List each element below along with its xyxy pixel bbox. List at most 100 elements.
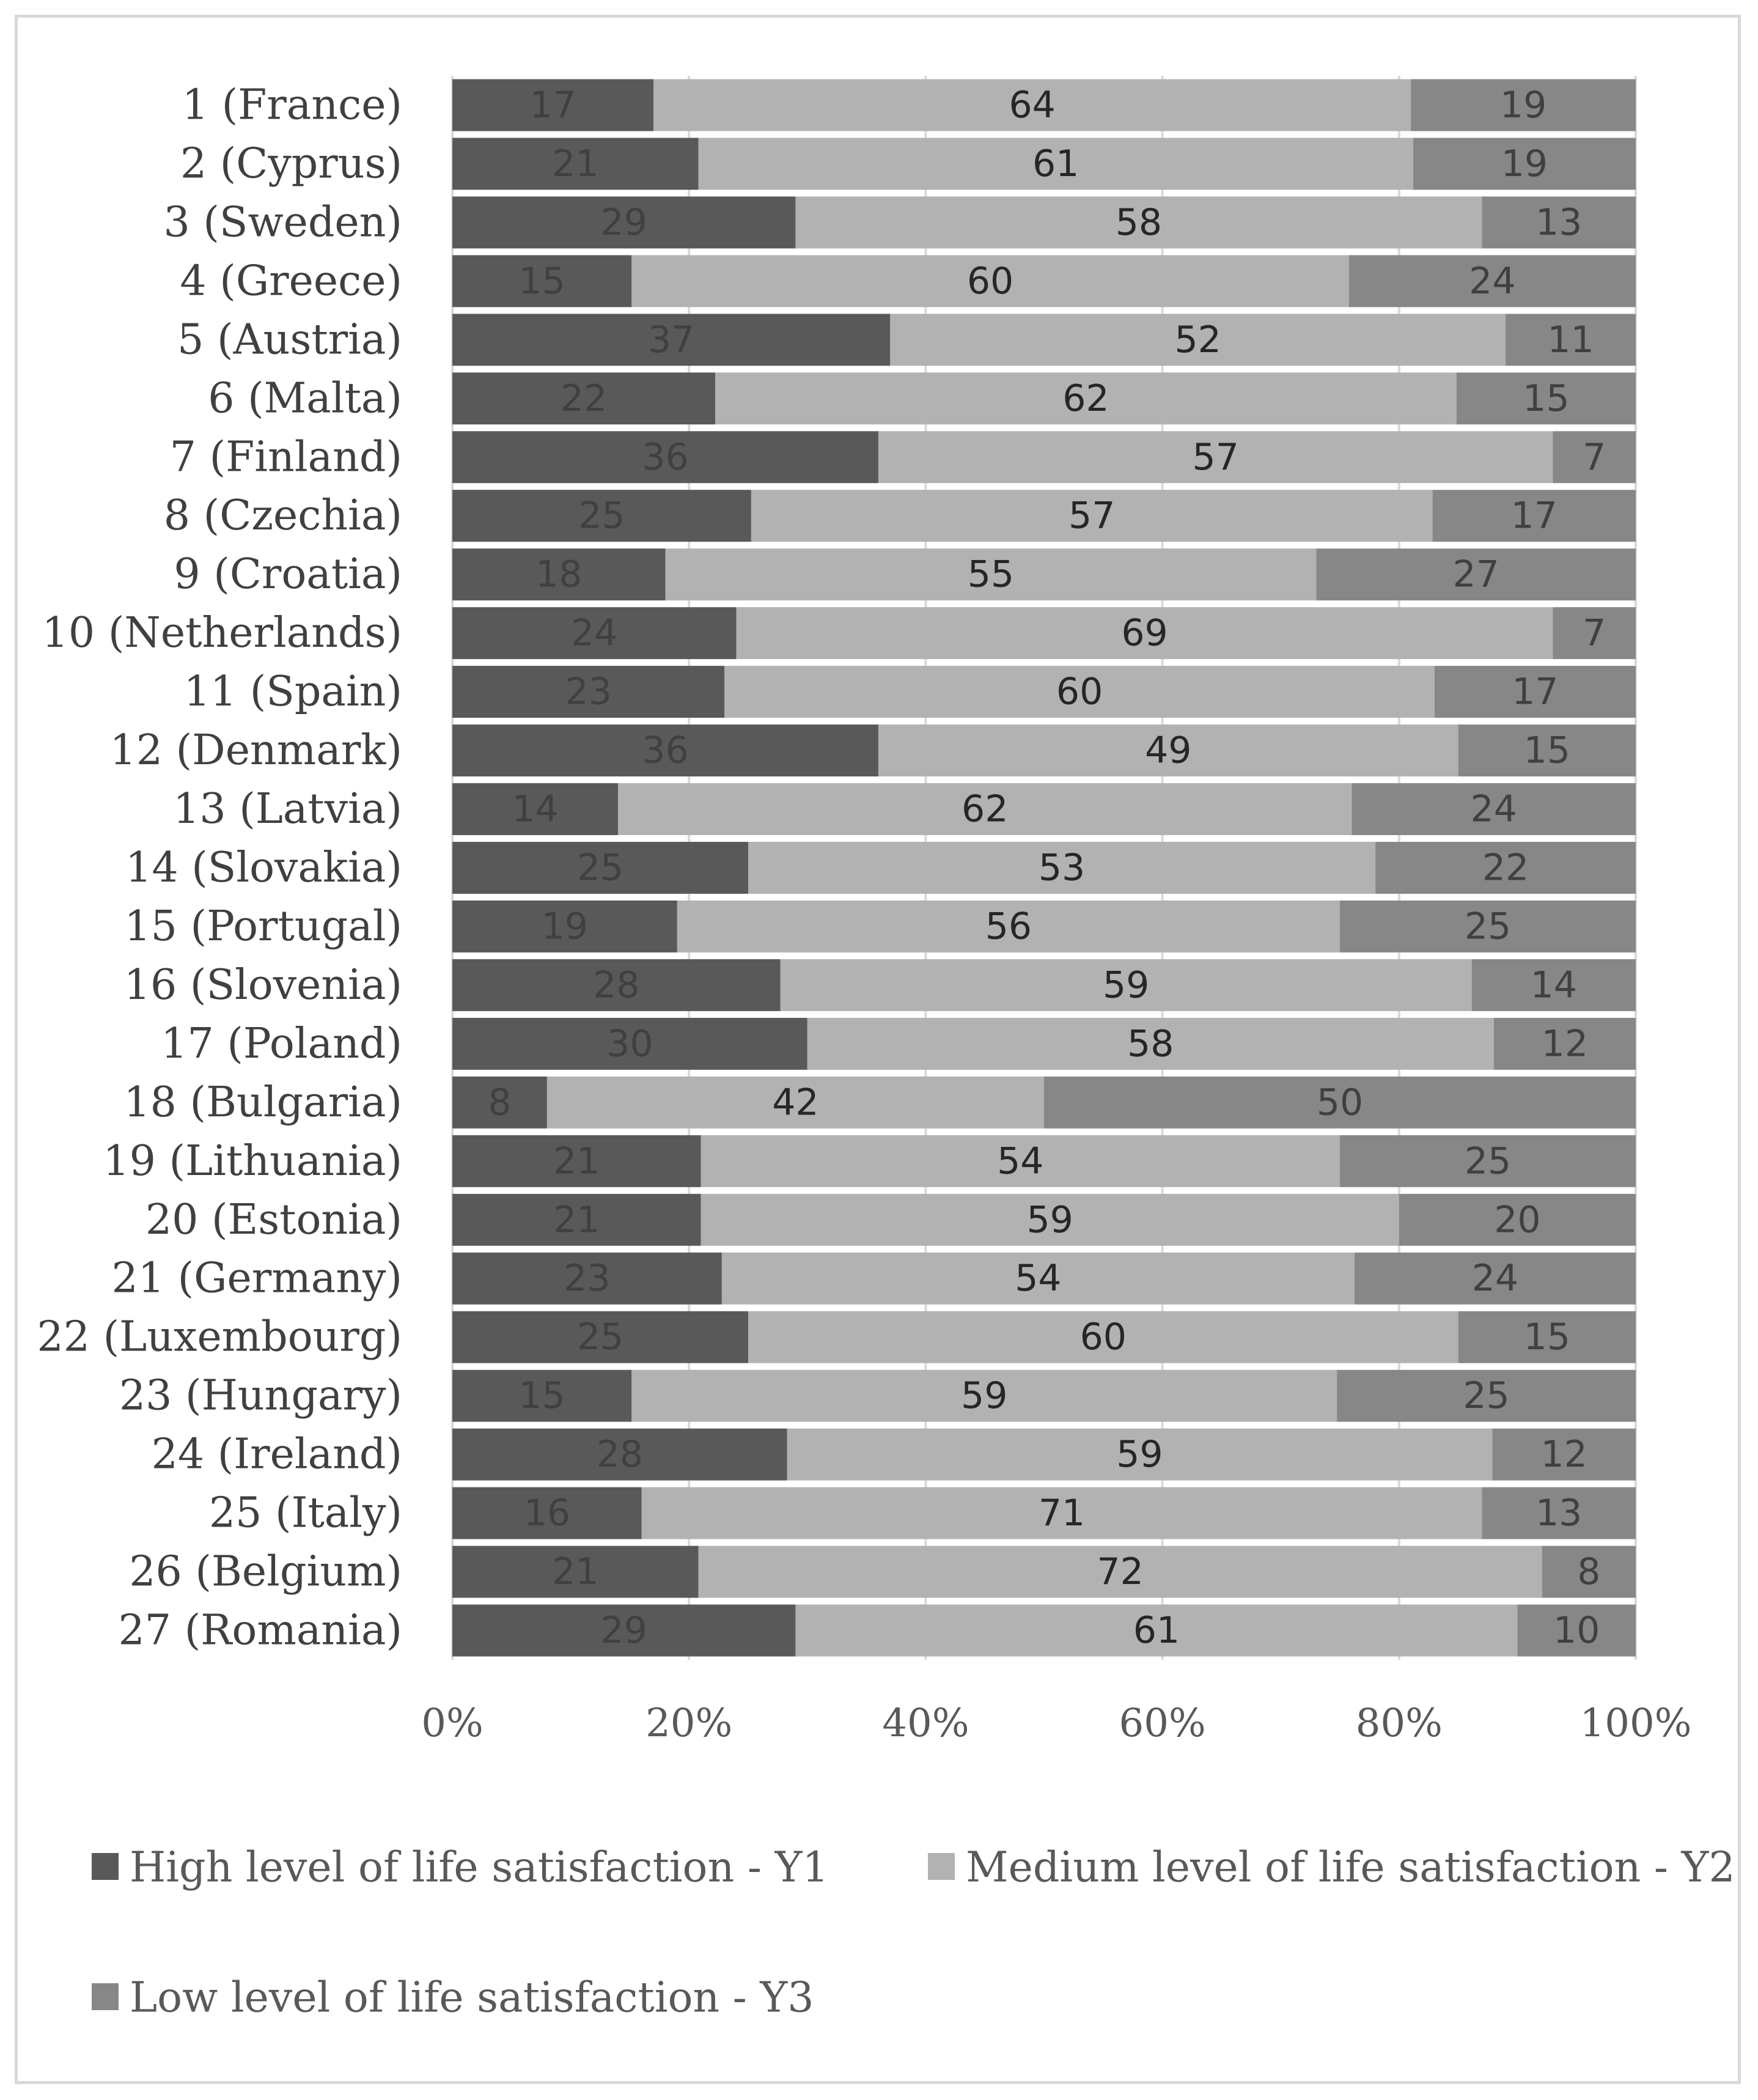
data-label: 23: [564, 1257, 610, 1300]
bar-segment-y1: [452, 490, 751, 542]
bar-segment-y3: [1340, 900, 1636, 952]
bar-segment-y2: [665, 548, 1317, 601]
data-label: 58: [1116, 201, 1162, 244]
data-label: 59: [1116, 1433, 1163, 1476]
bar-segment-y1: [452, 431, 878, 484]
data-label: 25: [578, 495, 625, 537]
data-label: 15: [1524, 729, 1570, 772]
data-label: 62: [962, 788, 1008, 831]
data-label: 64: [1009, 84, 1055, 127]
bar-segment-y3: [1375, 842, 1636, 894]
category-label: 26 (Belgium): [129, 1548, 402, 1596]
data-label: 24: [1472, 1257, 1518, 1300]
bar-segment-y2: [698, 138, 1413, 190]
bar-segment-y2: [701, 1193, 1399, 1246]
data-label: 23: [565, 671, 611, 713]
data-label: 53: [1039, 847, 1085, 890]
x-tick-label: 100%: [1580, 1701, 1692, 1746]
bar-segment-y3: [1352, 783, 1636, 836]
bars: 17 64 19 21 61 19 29 58 13 15 60 24 37 52 11 22 62 15 36 57…: [452, 79, 1636, 1657]
data-label: 7: [1583, 612, 1606, 655]
data-label: 15: [518, 260, 565, 303]
data-label: 36: [642, 729, 688, 772]
data-label: 17: [1511, 495, 1558, 537]
data-label: 54: [997, 1140, 1043, 1182]
bar-segment-y2: [736, 607, 1553, 660]
bar-segment-y2: [795, 196, 1482, 249]
bar-segment-y1: [452, 1076, 547, 1129]
data-label: 15: [1523, 377, 1569, 420]
data-label: 62: [1062, 377, 1109, 420]
bar-segment-y1: [452, 1428, 787, 1481]
category-label: 23 (Hungary): [119, 1372, 402, 1420]
data-label: 25: [577, 1316, 623, 1358]
data-label: 30: [606, 1022, 653, 1065]
bar-segment-y1: [452, 548, 666, 601]
legend-label: Medium level of life satisfaction - Y2: [966, 1844, 1735, 1892]
bar-segment-y3: [1432, 490, 1636, 542]
data-label: 25: [577, 847, 623, 890]
bar-segment-y2: [677, 900, 1340, 952]
bar-segment-y1: [452, 1546, 699, 1598]
data-label: 24: [571, 612, 617, 655]
data-label: 10: [1553, 1609, 1600, 1652]
category-label: 9 (Croatia): [174, 550, 402, 599]
bar-segment-y3: [1044, 1076, 1636, 1129]
bar-segment-y1: [452, 1311, 748, 1363]
data-label: 25: [1463, 1374, 1509, 1417]
data-label: 49: [1145, 729, 1191, 772]
bar-segment-y3: [1411, 79, 1636, 131]
bar-segment-y2: [653, 79, 1411, 131]
data-label: 50: [1317, 1081, 1363, 1124]
bar-segment-y1: [452, 959, 781, 1011]
data-label: 8: [488, 1081, 511, 1124]
bar-segment-y3: [1413, 138, 1636, 190]
bar-segment-y3: [1348, 255, 1636, 308]
data-label: 13: [1535, 1492, 1582, 1534]
bar-segment-y3: [1553, 431, 1636, 484]
data-label: 71: [1039, 1492, 1085, 1534]
bar-segment-y1: [452, 79, 654, 131]
data-label: 29: [601, 1609, 647, 1652]
bar-segment-y1: [452, 724, 878, 777]
data-label: 21: [553, 1198, 600, 1241]
bar-segment-y3: [1458, 1311, 1636, 1363]
data-label: 27: [1452, 553, 1499, 596]
data-label: 20: [1494, 1198, 1540, 1241]
bar-segment-y2: [748, 842, 1376, 894]
data-label: 69: [1121, 612, 1168, 655]
category-label: 24 (Ireland): [152, 1431, 402, 1479]
category-label: 15 (Portugal): [124, 902, 402, 951]
bar-segment-y2: [618, 783, 1352, 836]
data-label: 55: [968, 553, 1014, 596]
bar-segment-y2: [724, 666, 1435, 718]
data-label: 13: [1535, 201, 1582, 244]
bar-segment-y3: [1337, 1369, 1636, 1422]
bar-segment-y2: [631, 255, 1349, 308]
data-label: 37: [648, 319, 694, 361]
data-label: 56: [985, 905, 1032, 948]
category-label: 22 (Luxembourg): [37, 1313, 402, 1361]
bar-segment-y2: [878, 431, 1553, 484]
data-label: 18: [535, 553, 582, 596]
legend-swatch: [92, 1853, 119, 1880]
data-label: 24: [1471, 788, 1517, 831]
category-label: 13 (Latvia): [173, 785, 402, 833]
data-label: 22: [561, 377, 607, 420]
bar-segment-y3: [1506, 314, 1636, 366]
category-label: 6 (Malta): [208, 374, 402, 422]
category-label: 21 (Germany): [111, 1254, 402, 1303]
bar-segment-y2: [751, 490, 1433, 542]
data-label: 36: [642, 436, 688, 479]
bar-segment-y1: [452, 372, 716, 425]
legend-label: Low level of life satisfaction - Y3: [130, 1974, 814, 2022]
bar-segment-y2: [721, 1252, 1355, 1305]
data-label: 29: [601, 201, 647, 244]
category-label: 3 (Sweden): [163, 198, 402, 246]
category-label: 5 (Austria): [177, 315, 402, 364]
bar-segment-y1: [452, 196, 796, 249]
bar-segment-y1: [452, 666, 725, 718]
data-label: 11: [1547, 319, 1594, 361]
bar-segment-y3: [1553, 607, 1636, 660]
